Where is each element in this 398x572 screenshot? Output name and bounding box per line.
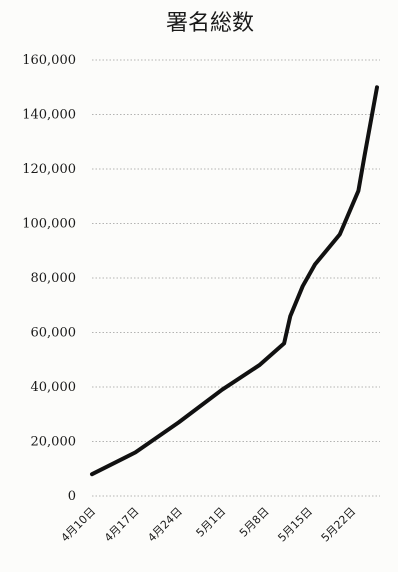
x-axis-labels: 4月10日 4月17日 4月24日 5月1日 5月8日 5月15日 5月22日	[59, 505, 359, 545]
chart-title: 署名総数	[166, 11, 254, 36]
series-line	[90, 85, 379, 477]
data-point	[283, 342, 285, 344]
y-axis-labels: 0 20,000 40,000 60,000 80,000 100,000 120,000 1…	[22, 53, 76, 504]
data-point	[376, 86, 378, 88]
x-tick-label: 4月10日	[59, 505, 99, 545]
y-tick-label: 20,000	[31, 435, 77, 450]
x-tick-label: 4月24日	[145, 505, 185, 545]
x-tick-label: 5月15日	[275, 505, 315, 545]
y-tick-label: 100,000	[22, 217, 76, 232]
x-tick-label: 5月1日	[194, 505, 229, 540]
data-point	[178, 421, 180, 423]
series-layer	[90, 85, 379, 477]
x-tick-label: 5月22日	[319, 505, 359, 545]
data-point	[314, 263, 316, 265]
data-point	[91, 473, 93, 475]
data-point	[258, 364, 260, 366]
data-point	[221, 389, 223, 391]
grid-layer	[92, 59, 380, 497]
y-tick-label: 40,000	[31, 380, 77, 395]
data-point	[339, 233, 341, 235]
y-tick-label: 0	[68, 489, 76, 504]
y-tick-label: 160,000	[22, 53, 76, 68]
data-point	[134, 451, 136, 453]
data-point	[357, 190, 359, 192]
x-tick-label: 5月8日	[237, 505, 272, 540]
x-tick-label: 4月17日	[102, 505, 142, 545]
y-tick-label: 120,000	[22, 162, 76, 177]
data-point	[302, 285, 304, 287]
data-point	[364, 154, 366, 156]
y-tick-label: 60,000	[31, 326, 77, 341]
y-tick-label: 80,000	[31, 271, 77, 286]
y-tick-label: 140,000	[22, 108, 76, 123]
data-point	[289, 315, 291, 317]
